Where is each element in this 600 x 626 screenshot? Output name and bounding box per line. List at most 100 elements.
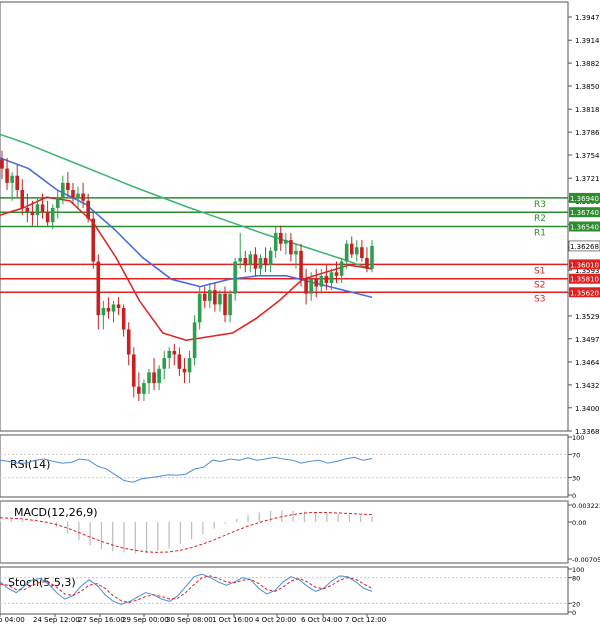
candle-body (76, 193, 80, 198)
candle-body (304, 279, 308, 294)
x-tick-label: 4 Oct 20:00 (255, 616, 296, 624)
main-panel-frame (0, 1, 569, 432)
candle-body (162, 358, 166, 369)
sub-tick-label: 80 (572, 575, 580, 583)
macd-label: MACD(12,26,9) (14, 506, 98, 519)
level-name-r2: R2 (534, 214, 546, 224)
level-name-s3: S3 (534, 294, 545, 304)
candle-body (334, 272, 339, 276)
candle-body (30, 211, 35, 216)
candle-body (116, 304, 121, 309)
ma-line-ma_red (0, 196, 373, 341)
candle-body (248, 254, 253, 266)
candle-body (96, 261, 101, 316)
candle-body (66, 182, 70, 191)
sub-tick-label: 70 (572, 451, 580, 459)
rsi-panel-frame (0, 434, 569, 498)
candle-body (182, 368, 187, 373)
candle-body (121, 308, 126, 330)
x-tick-label: 29 Sep 00:00 (122, 616, 169, 624)
y-tick-label: 1.39470 (575, 14, 600, 22)
candle-body (187, 358, 192, 373)
candle-body (233, 261, 237, 294)
candle-body (263, 257, 268, 266)
level-name-s1: S1 (534, 266, 545, 276)
candle-body (55, 197, 60, 208)
sub-tick-label: 100 (572, 434, 584, 442)
candle-body (309, 279, 313, 294)
y-tick-label: 1.38180 (575, 106, 600, 114)
sub-tick-label: -0.007050 (572, 556, 600, 564)
candle-body (50, 207, 55, 223)
x-tick-label: 30 Sep 08:00 (166, 616, 213, 624)
y-tick-label: 1.38825 (575, 60, 600, 68)
y-tick-label: 1.37860 (575, 129, 600, 137)
candle-body (131, 354, 136, 387)
level-tag-r1 (569, 221, 600, 232)
candle-body (61, 182, 65, 198)
x-tick-label: 6 Oct 04:00 (301, 616, 342, 624)
stoch-signal-line (0, 575, 373, 604)
stoch-main-line (0, 573, 373, 605)
candle-body (106, 308, 111, 312)
candle-body (344, 243, 349, 262)
y-tick-label: 1.34970 (575, 336, 600, 344)
candle-body (157, 368, 161, 384)
level-value-r2: 1.36740 (570, 209, 599, 217)
x-tick-label: 1 Oct 16:00 (212, 616, 253, 624)
candle-body (202, 293, 207, 301)
candle-body (137, 386, 141, 394)
y-tick-label: 1.38505 (575, 83, 600, 91)
support-resistance-levels: R3 1.36940 R2 1.36740 R1 1.36540 S1 1.36010 S2 1.… (0, 192, 600, 304)
candle-body (228, 293, 232, 316)
candle-body (365, 257, 369, 269)
candle-body (101, 308, 106, 316)
level-tag-s1 (569, 259, 600, 270)
candle-body (354, 247, 359, 255)
candle-body (243, 257, 248, 266)
level-tag-r2 (569, 207, 600, 218)
candle-body (213, 290, 217, 305)
candle-body (284, 240, 288, 244)
stoch-panel-frame (0, 566, 569, 615)
candle-body (314, 279, 319, 287)
y-tick-label: 1.34005 (575, 405, 600, 413)
candle-body (223, 293, 227, 316)
candle-body (370, 245, 374, 269)
level-name-r3: R3 (534, 200, 546, 210)
candle-body (81, 193, 85, 201)
y-tick-label: 1.39145 (575, 37, 600, 45)
candle-body (71, 190, 75, 198)
candle-body (20, 190, 25, 208)
current-price-value: 1.36268 (570, 243, 599, 251)
candle-body (278, 232, 283, 244)
candle-body (218, 293, 222, 305)
y-tick-label: 1.35290 (575, 313, 600, 321)
candle-body (142, 383, 146, 394)
level-name-r1: R1 (534, 229, 546, 239)
y-tick-label: 1.37540 (575, 152, 600, 160)
candle-body (324, 275, 329, 283)
level-value-s2: 1.35810 (570, 276, 599, 284)
candle-body (45, 211, 50, 223)
candle-body (208, 290, 212, 301)
y-tick-label: 1.35930 (575, 267, 600, 275)
candle-body (258, 257, 263, 269)
x-tick-label: 24 Sep 04:00 (0, 616, 25, 624)
candle-body (177, 354, 182, 369)
level-tag-s3 (569, 287, 600, 298)
candle-body (289, 240, 293, 255)
candle-body (172, 350, 177, 355)
candlesticks (0, 150, 374, 401)
candle-body (349, 243, 354, 255)
sub-tick-label: 30 (572, 475, 580, 483)
candle-body (238, 257, 243, 262)
rsi-line (0, 456, 373, 483)
level-tag-r3 (569, 192, 600, 203)
level-value-s3: 1.35620 (570, 289, 599, 297)
level-name-s2: S2 (534, 281, 545, 291)
current-price: 1.36268 (568, 240, 600, 252)
